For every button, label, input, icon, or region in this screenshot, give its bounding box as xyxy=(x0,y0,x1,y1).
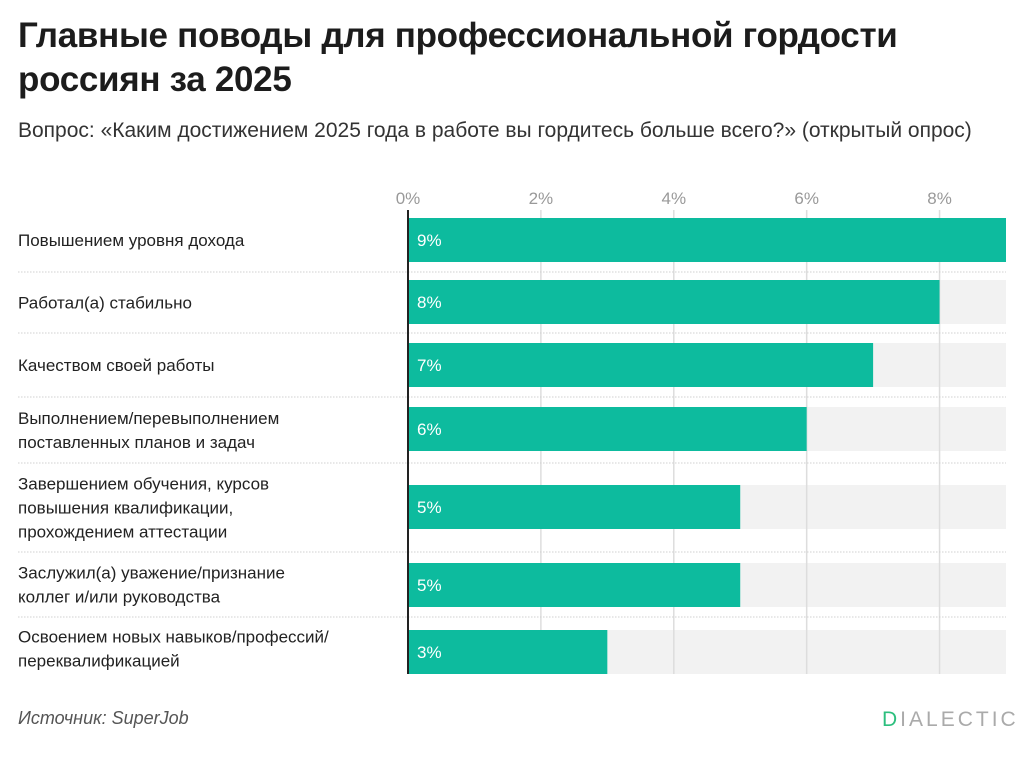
category-label-line: коллег и/или руководства xyxy=(18,588,221,607)
bar xyxy=(408,630,608,674)
category-label-line: Повышением уровня дохода xyxy=(18,231,245,250)
bar xyxy=(408,343,874,387)
brand-logo: DIALECTIC xyxy=(882,708,1019,732)
category-label-line: Завершением обучения, курсов xyxy=(18,475,269,494)
x-tick-label: 6% xyxy=(794,189,819,208)
category-label: Выполнением/перевыполнением поставленных … xyxy=(18,409,279,452)
category-label: Повышением уровня дохода xyxy=(18,231,245,250)
category-label: Качеством своей работы xyxy=(18,356,215,375)
brand-logo-accent: D xyxy=(882,708,901,731)
category-label: Работал(а) стабильно xyxy=(18,294,192,313)
x-tick-label: 8% xyxy=(927,189,952,208)
source-note: Источник: SuperJob xyxy=(18,708,189,728)
category-label-line: повышения квалификации, xyxy=(18,499,233,518)
bar-value-label: 5% xyxy=(417,498,442,517)
bar-value-label: 6% xyxy=(417,420,442,439)
bar-value-label: 8% xyxy=(417,293,442,312)
bar xyxy=(408,563,741,607)
bar-value-label: 9% xyxy=(417,231,442,250)
chart-title: Главные поводы для профессиональной горд… xyxy=(18,16,898,99)
x-tick-label: 2% xyxy=(529,189,554,208)
category-label-line: Работал(а) стабильно xyxy=(18,294,192,313)
x-tick-label: 4% xyxy=(661,189,686,208)
bar-chart: 0% 2% 4% 6% 8% 9% Повышением уровня дохода 8% Ра… xyxy=(18,189,1006,674)
brand-logo-text: IALECTIC xyxy=(900,708,1019,731)
chart-subtitle: Вопрос: «Каким достижением 2025 года в р… xyxy=(18,119,972,142)
category-label: Освоением новых навыков/профессий/перекв… xyxy=(18,628,329,671)
category-label-line: Освоением новых навыков/профессий/ xyxy=(18,628,329,647)
category-label-line: переквалификацией xyxy=(18,652,180,671)
category-label-line: Качеством своей работы xyxy=(18,356,215,375)
bar xyxy=(408,280,940,324)
bar xyxy=(408,407,807,451)
category-label-line: Заслужил(а) уважение/признание xyxy=(18,564,285,583)
category-label-line: прохождением аттестации xyxy=(18,523,227,542)
bar xyxy=(408,218,1006,262)
category-label-line: Выполнением/перевыполнением xyxy=(18,409,279,428)
x-tick-label: 0% xyxy=(396,189,421,208)
bar xyxy=(408,485,741,529)
bar-value-label: 5% xyxy=(417,576,442,595)
category-label: Заслужил(а) уважение/признание коллег и/и… xyxy=(18,564,285,607)
category-label: Завершением обучения, курсов повышения кв… xyxy=(18,475,269,542)
bar-value-label: 3% xyxy=(417,643,442,662)
bar-value-label: 7% xyxy=(417,356,442,375)
category-label-line: поставленных планов и задач xyxy=(18,433,255,452)
